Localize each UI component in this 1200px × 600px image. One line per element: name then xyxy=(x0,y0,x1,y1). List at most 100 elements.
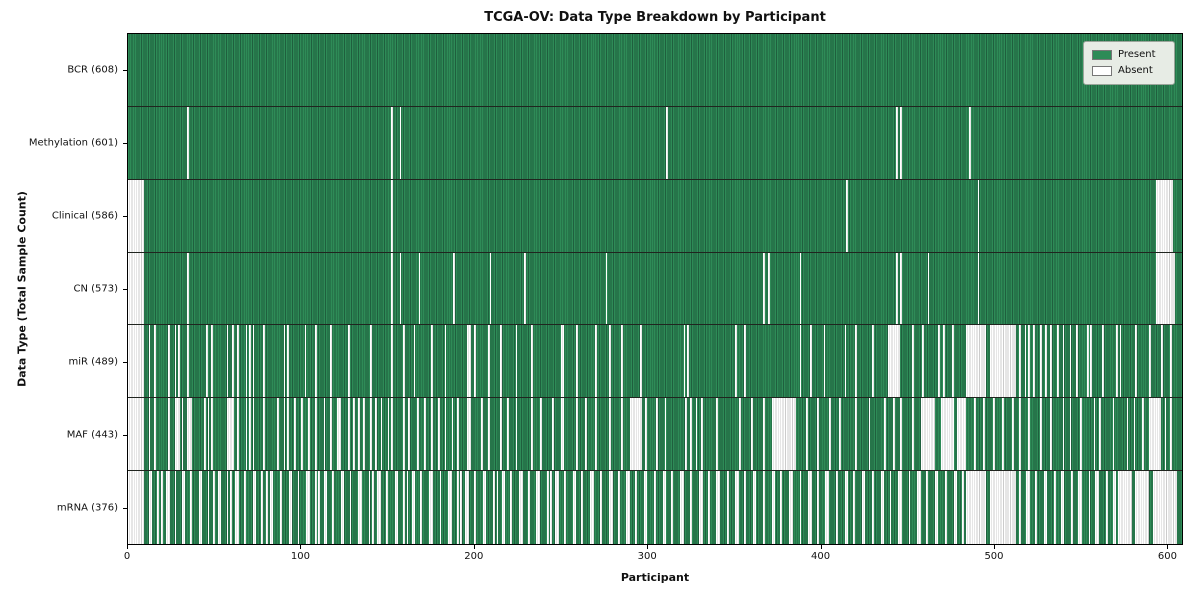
absent-stripe xyxy=(716,398,719,471)
absent-stripe xyxy=(368,471,371,544)
absent-stripe xyxy=(181,471,186,544)
absent-stripe xyxy=(370,325,373,398)
y-axis-label: Data Type (Total Sample Count) xyxy=(15,191,29,387)
absent-stripe xyxy=(394,471,398,544)
absent-stripe xyxy=(330,398,333,471)
absent-stripe xyxy=(892,398,895,471)
absent-stripe xyxy=(752,471,757,544)
absent-stripe xyxy=(391,106,393,179)
absent-stripe xyxy=(391,398,393,471)
absent-stripe xyxy=(493,471,495,544)
absent-stripe xyxy=(347,325,350,398)
absent-stripe xyxy=(437,398,440,471)
absent-stripe xyxy=(898,471,902,544)
y-tick-label: Methylation (601) xyxy=(28,137,118,149)
absent-stripe xyxy=(1060,471,1065,544)
absent-stripe xyxy=(1040,325,1042,398)
absent-stripe xyxy=(467,325,471,398)
absent-stripe xyxy=(1098,398,1101,471)
absent-stripe xyxy=(735,471,739,544)
absent-stripe xyxy=(1149,325,1151,398)
absent-stripe xyxy=(186,325,189,398)
absent-swatch xyxy=(1092,66,1112,76)
absent-stripe xyxy=(332,471,334,544)
absent-stripe xyxy=(576,398,578,471)
absent-stripe xyxy=(844,471,848,544)
absent-stripe xyxy=(854,398,857,471)
absent-stripe xyxy=(937,325,940,398)
heatmap-row-mir xyxy=(128,325,1182,399)
absent-stripe xyxy=(1024,325,1027,398)
absent-stripe xyxy=(951,325,954,398)
absent-stripe xyxy=(444,398,447,471)
absent-stripe xyxy=(884,398,887,471)
absent-stripe xyxy=(680,471,684,544)
absent-stripe xyxy=(166,471,170,544)
absent-stripe xyxy=(690,398,693,471)
absent-stripe xyxy=(524,252,527,325)
legend-item-present: Present xyxy=(1092,47,1166,63)
absent-stripe xyxy=(128,325,144,398)
y-tick-mark xyxy=(123,142,127,144)
x-tick-label: 600 xyxy=(1157,551,1177,562)
absent-stripe xyxy=(347,398,350,471)
absent-stripe xyxy=(1142,398,1144,471)
absent-stripe xyxy=(1040,398,1042,471)
absent-stripe xyxy=(934,471,938,544)
absent-stripe xyxy=(780,471,783,544)
absent-stripe xyxy=(160,471,163,544)
absent-stripe xyxy=(489,252,492,325)
absent-stripe xyxy=(695,398,698,471)
absent-stripe xyxy=(207,471,210,544)
absent-stripe xyxy=(1076,325,1079,398)
absent-stripe xyxy=(806,398,809,471)
absent-stripe xyxy=(1050,325,1053,398)
absent-stripe xyxy=(839,398,842,471)
absent-stripe xyxy=(846,179,848,252)
absent-stripe xyxy=(167,325,170,398)
absent-stripe xyxy=(186,398,193,471)
y-tick-label: CN (573) xyxy=(73,283,118,295)
absent-stripe xyxy=(153,398,156,471)
absent-stripe xyxy=(399,106,402,179)
absent-stripe xyxy=(380,398,383,471)
absent-stripe xyxy=(854,325,857,398)
absent-stripe xyxy=(307,398,310,471)
heatmap-row-mrna xyxy=(128,471,1182,544)
absent-stripe xyxy=(823,325,826,398)
absent-stripe xyxy=(1027,325,1030,398)
absent-stripe xyxy=(1102,325,1105,398)
absent-stripe xyxy=(288,471,293,544)
absent-stripe xyxy=(683,325,686,398)
absent-stripe xyxy=(226,325,229,398)
absent-stripe xyxy=(186,252,189,325)
absent-stripe xyxy=(605,252,608,325)
absent-stripe xyxy=(417,398,419,471)
absent-stripe xyxy=(1053,471,1056,544)
absent-stripe xyxy=(564,471,566,544)
absent-stripe xyxy=(1086,325,1089,398)
absent-stripe xyxy=(531,398,533,471)
absent-stripe xyxy=(212,471,215,544)
absent-stripe xyxy=(352,398,355,471)
absent-stripe xyxy=(190,471,193,544)
absent-stripe xyxy=(1071,471,1073,544)
absent-stripe xyxy=(595,398,597,471)
absent-stripe xyxy=(912,325,914,398)
absent-stripe xyxy=(287,325,289,398)
absent-stripe xyxy=(1019,325,1022,398)
absent-stripe xyxy=(953,471,957,544)
absent-stripe xyxy=(456,398,459,471)
absent-stripe xyxy=(1019,398,1022,471)
absent-stripe xyxy=(576,325,578,398)
absent-stripe xyxy=(456,471,459,544)
x-tick-mark xyxy=(127,545,128,549)
absent-stripe xyxy=(408,398,411,471)
absent-stripe xyxy=(974,398,977,471)
absent-stripe xyxy=(685,398,687,471)
absent-stripe xyxy=(527,471,530,544)
absent-stripe xyxy=(439,471,442,544)
absent-stripe xyxy=(925,471,928,544)
absent-stripe xyxy=(157,471,160,544)
